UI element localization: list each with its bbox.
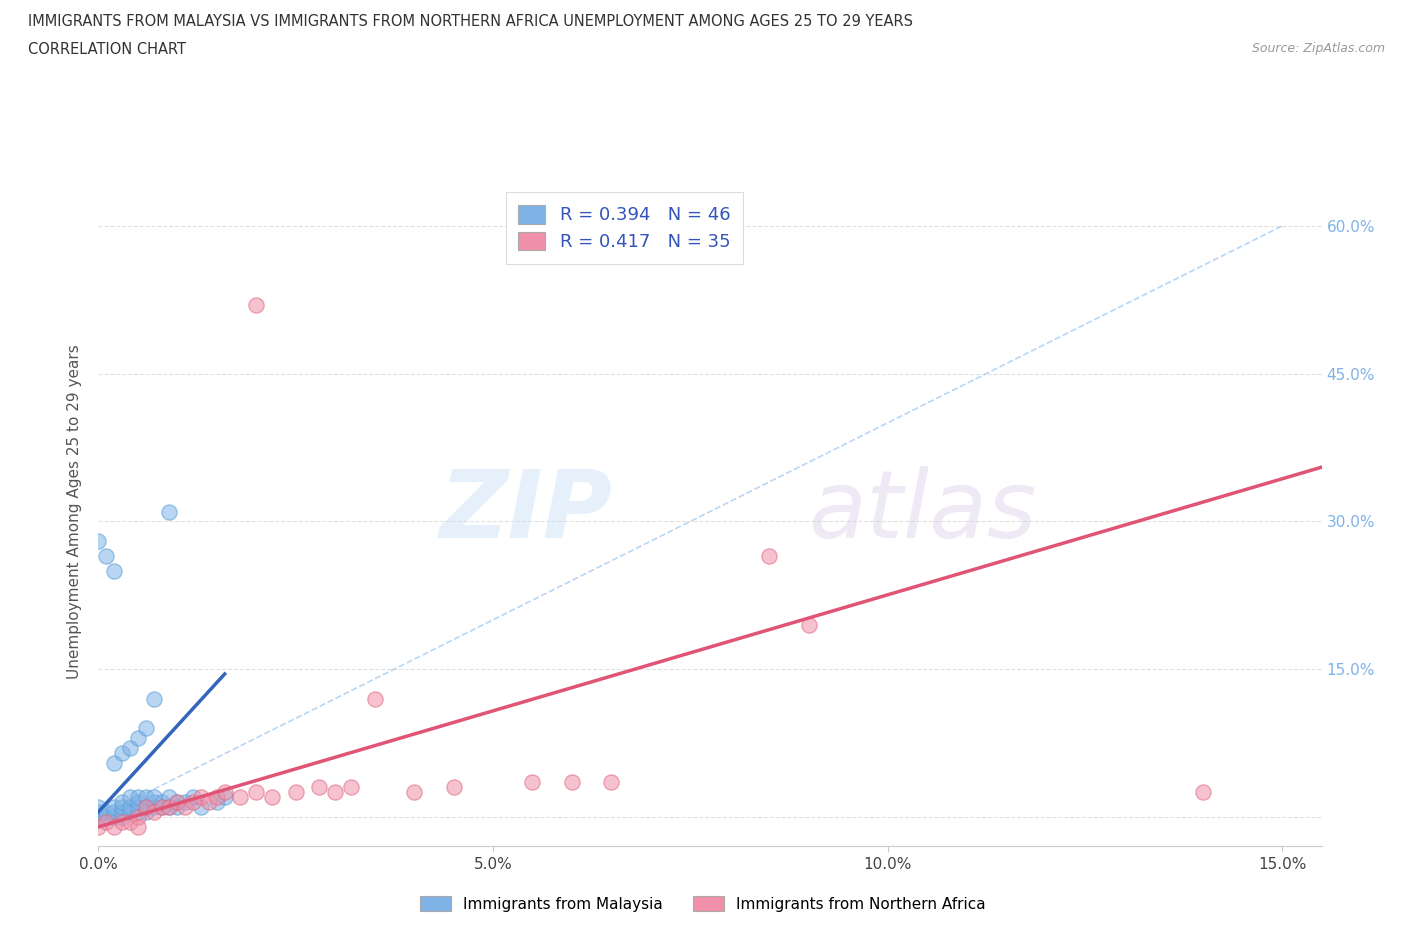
Text: ZIP: ZIP	[439, 466, 612, 557]
Point	[118, 790, 141, 804]
Point	[159, 800, 181, 815]
Point	[127, 804, 149, 819]
Point	[135, 800, 157, 815]
Point	[190, 790, 212, 804]
Point	[127, 819, 149, 834]
Point	[127, 800, 149, 815]
Point	[340, 779, 363, 794]
Legend: Immigrants from Malaysia, Immigrants from Northern Africa: Immigrants from Malaysia, Immigrants fro…	[415, 889, 991, 918]
Point	[103, 819, 125, 834]
Point	[363, 691, 385, 706]
Point	[159, 800, 181, 815]
Point	[135, 721, 157, 736]
Point	[127, 731, 149, 746]
Point	[260, 790, 283, 804]
Point	[135, 804, 157, 819]
Point	[150, 794, 173, 809]
Point	[159, 504, 181, 519]
Point	[245, 785, 267, 800]
Point	[758, 549, 780, 564]
Point	[142, 800, 165, 815]
Point	[561, 775, 583, 790]
Point	[118, 804, 141, 819]
Point	[181, 790, 204, 804]
Point	[159, 790, 181, 804]
Point	[404, 785, 426, 800]
Point	[96, 549, 118, 564]
Text: Source: ZipAtlas.com: Source: ZipAtlas.com	[1251, 42, 1385, 55]
Point	[96, 815, 118, 830]
Point	[96, 809, 118, 824]
Point	[150, 800, 173, 815]
Point	[142, 790, 165, 804]
Point	[205, 790, 228, 804]
Point	[150, 800, 173, 815]
Point	[797, 618, 820, 632]
Point	[111, 745, 134, 760]
Point	[135, 790, 157, 804]
Point	[174, 800, 197, 815]
Text: atlas: atlas	[808, 466, 1036, 557]
Point	[245, 298, 267, 312]
Point	[166, 794, 188, 809]
Point	[600, 775, 623, 790]
Point	[127, 790, 149, 804]
Point	[135, 800, 157, 815]
Legend: R = 0.394   N = 46, R = 0.417   N = 35: R = 0.394 N = 46, R = 0.417 N = 35	[506, 193, 744, 263]
Point	[443, 779, 465, 794]
Point	[229, 790, 252, 804]
Point	[111, 815, 134, 830]
Point	[111, 809, 134, 824]
Point	[174, 794, 197, 809]
Point	[323, 785, 346, 800]
Point	[142, 794, 165, 809]
Point	[308, 779, 330, 794]
Y-axis label: Unemployment Among Ages 25 to 29 years: Unemployment Among Ages 25 to 29 years	[67, 344, 83, 679]
Point	[142, 804, 165, 819]
Point	[190, 800, 212, 815]
Point	[214, 785, 236, 800]
Point	[103, 755, 125, 770]
Point	[166, 794, 188, 809]
Point	[127, 809, 149, 824]
Point	[284, 785, 307, 800]
Point	[181, 794, 204, 809]
Point	[522, 775, 544, 790]
Point	[118, 800, 141, 815]
Point	[87, 800, 110, 815]
Point	[87, 534, 110, 549]
Point	[118, 815, 141, 830]
Point	[118, 740, 141, 755]
Text: CORRELATION CHART: CORRELATION CHART	[28, 42, 186, 57]
Point	[103, 804, 125, 819]
Point	[142, 691, 165, 706]
Point	[111, 794, 134, 809]
Point	[205, 794, 228, 809]
Point	[87, 804, 110, 819]
Point	[103, 800, 125, 815]
Point	[87, 809, 110, 824]
Point	[198, 794, 221, 809]
Point	[103, 809, 125, 824]
Point	[1192, 785, 1215, 800]
Point	[111, 804, 134, 819]
Point	[127, 794, 149, 809]
Point	[214, 790, 236, 804]
Point	[96, 804, 118, 819]
Point	[103, 564, 125, 578]
Point	[111, 800, 134, 815]
Point	[87, 819, 110, 834]
Point	[166, 800, 188, 815]
Text: IMMIGRANTS FROM MALAYSIA VS IMMIGRANTS FROM NORTHERN AFRICA UNEMPLOYMENT AMONG A: IMMIGRANTS FROM MALAYSIA VS IMMIGRANTS F…	[28, 14, 912, 29]
